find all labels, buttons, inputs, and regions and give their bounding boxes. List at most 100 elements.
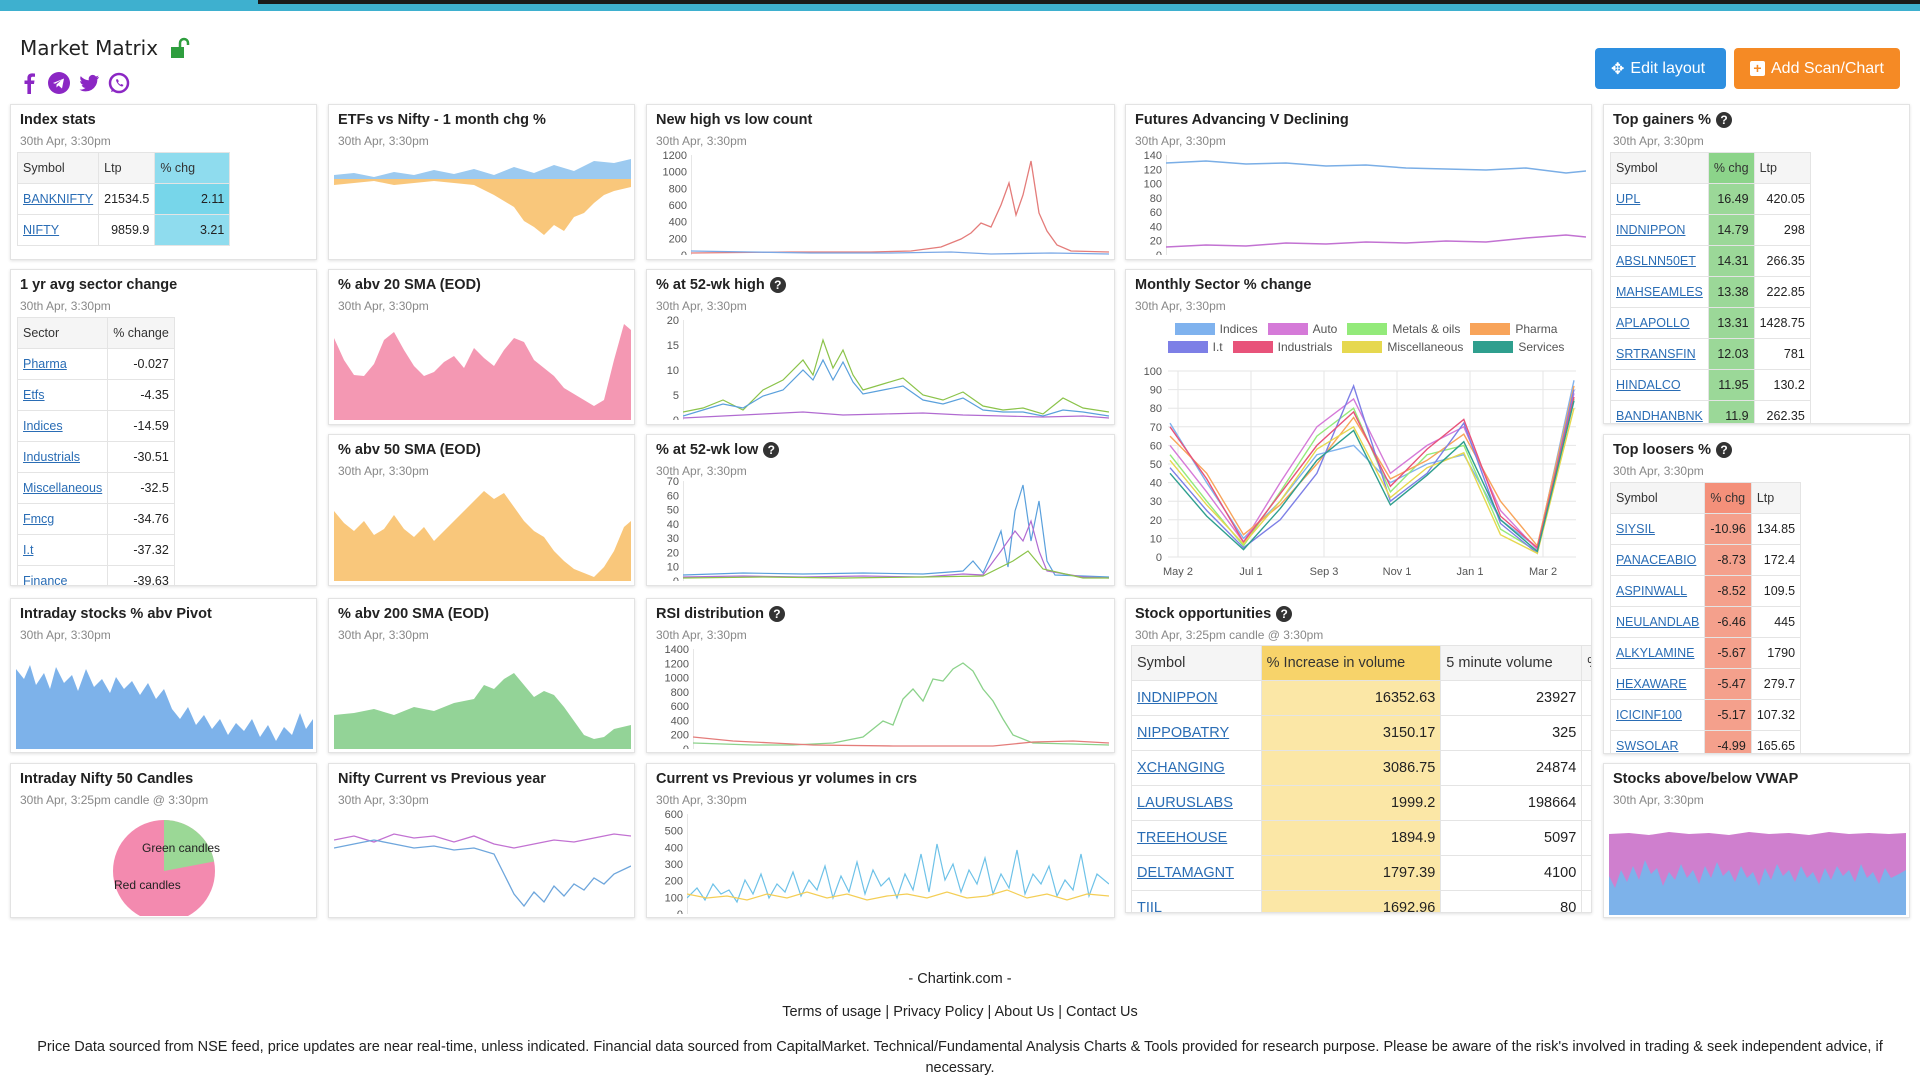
- panel-title: % at 52-wk high?: [656, 277, 786, 293]
- panel-52wk-high: % at 52-wk high? 30th Apr, 3:30pm 20 15 10…: [646, 269, 1115, 425]
- help-icon[interactable]: ?: [1716, 112, 1733, 128]
- symbol-link[interactable]: MAHSEAMLES: [1616, 285, 1703, 299]
- y-axis: 600 500 400 300 200 100 0: [665, 810, 683, 914]
- table-row: Fmcg -34.76: [16, 503, 175, 535]
- whatsapp-icon[interactable]: [108, 72, 130, 94]
- symbol-link[interactable]: UPL: [1616, 192, 1641, 206]
- help-icon[interactable]: ?: [768, 606, 785, 622]
- table-row: INDNIPPON 14.79 298: [1610, 214, 1811, 246]
- twitter-icon[interactable]: [78, 72, 100, 94]
- index-stats-table: Symbol Ltp% chg BANKNIFTY 21534.5 2.11 NIFT…: [16, 152, 231, 246]
- edit-layout-button[interactable]: ✥ Edit layout: [1595, 48, 1726, 89]
- symbol-link[interactable]: ASPINWALL: [1616, 584, 1688, 598]
- y-tick-label: 30: [1150, 496, 1162, 508]
- help-icon[interactable]: ?: [769, 277, 786, 293]
- symbol-link[interactable]: I.t: [23, 543, 34, 557]
- legend-item[interactable]: Industrials: [1232, 340, 1332, 354]
- series-line: [1169, 400, 1575, 553]
- help-icon[interactable]: ?: [1716, 442, 1733, 458]
- legend-item[interactable]: Auto: [1267, 322, 1337, 336]
- unlock-icon[interactable]: [168, 37, 190, 59]
- legend-item[interactable]: Pharma: [1470, 322, 1557, 336]
- sma20-area-chart: [334, 324, 631, 420]
- symbol-link[interactable]: Fmcg: [23, 512, 55, 526]
- symbol-link[interactable]: Indices: [23, 419, 63, 433]
- panel-top-losers: Top loosers %? 30th Apr, 3:30pm Symbol% …: [1603, 434, 1910, 754]
- y-tick-label: 0: [1156, 250, 1162, 255]
- privacy-link[interactable]: Privacy Policy: [893, 1004, 984, 1020]
- legend-item[interactable]: Indices: [1174, 322, 1258, 336]
- symbol-link[interactable]: TIIL: [1137, 900, 1162, 913]
- symbol-link[interactable]: APLAPOLLO: [1616, 316, 1690, 330]
- panel-index-stats: Index stats 30th Apr, 3:30pm Symbol Ltp% …: [10, 104, 317, 260]
- table-row: SIYSIL -10.96 134.85: [1609, 513, 1802, 545]
- terms-link[interactable]: Terms of usage: [782, 1004, 882, 1020]
- add-scan-chart-button[interactable]: + Add Scan/Chart: [1734, 48, 1900, 89]
- panel-sma20: % abv 20 SMA (EOD) 30th Apr, 3:30pm: [328, 269, 635, 425]
- y-tick-label: 0: [1156, 552, 1162, 564]
- legend-item[interactable]: Services: [1473, 340, 1564, 354]
- symbol-link[interactable]: INDNIPPON: [1616, 223, 1686, 237]
- symbol-link[interactable]: ABSLNN50ET: [1616, 254, 1696, 268]
- x-tick-label: Jan 1: [1457, 566, 1484, 578]
- help-icon[interactable]: ?: [1276, 606, 1293, 622]
- symbol-link[interactable]: NIFTY: [23, 223, 60, 237]
- symbol-link[interactable]: Finance: [23, 574, 68, 586]
- symbol-link[interactable]: BANDHANBNK: [1616, 409, 1703, 423]
- help-icon[interactable]: ?: [763, 442, 780, 458]
- symbol-link[interactable]: XCHANGING: [1137, 760, 1225, 776]
- y-tick-label: 800: [671, 687, 689, 699]
- symbol-link[interactable]: Pharma: [23, 357, 67, 371]
- symbol-link[interactable]: Miscellaneous: [23, 481, 103, 495]
- symbol-link[interactable]: TREEHOUSE: [1137, 830, 1228, 846]
- symbol-link[interactable]: Industrials: [23, 450, 80, 464]
- symbol-link[interactable]: ALKYLAMINE: [1616, 646, 1695, 660]
- panel-nifty-candles: Intraday Nifty 50 Candles 30th Apr, 3:25…: [10, 763, 317, 918]
- symbol-link[interactable]: DELTAMAGNT: [1137, 865, 1234, 881]
- table-row: NIFTY 9859.9 3.21: [16, 214, 231, 246]
- symbol-link[interactable]: SWSOLAR: [1616, 739, 1679, 753]
- y-tick-label: 400: [671, 715, 689, 727]
- telegram-icon[interactable]: [48, 72, 70, 94]
- symbol-link[interactable]: NIPPOBATRY: [1137, 725, 1230, 741]
- contact-link[interactable]: Contact Us: [1066, 1004, 1138, 1020]
- y-tick-label: 1000: [665, 673, 689, 685]
- legend-item[interactable]: Miscellaneous: [1342, 340, 1463, 354]
- symbol-link[interactable]: ICICINF100: [1616, 708, 1682, 722]
- symbol-link[interactable]: BANKNIFTY: [23, 192, 94, 206]
- panel-etfs-vs-nifty: ETFs vs Nifty - 1 month chg % 30th Apr, …: [328, 104, 635, 260]
- series-line: [1169, 385, 1575, 548]
- facebook-icon[interactable]: [18, 72, 40, 94]
- symbol-link[interactable]: Etfs: [23, 388, 45, 402]
- panel-title: % abv 50 SMA (EOD): [338, 442, 481, 458]
- panel-monthly-sector: Monthly Sector % change 30th Apr, 3:30pm…: [1125, 269, 1592, 586]
- table-row: NEULANDLAB -6.46 445: [1609, 606, 1802, 638]
- x-tick-label: Nov 1: [1383, 566, 1412, 578]
- symbol-link[interactable]: INDNIPPON: [1137, 690, 1218, 706]
- footer-links: Terms of usage | Privacy Policy | About …: [782, 1004, 1138, 1020]
- panel-new-high-low: New high vs low count 30th Apr, 3:30pm 1…: [646, 104, 1115, 260]
- table-row: TREEHOUSE 1894.9 5097: [1131, 820, 1591, 856]
- symbol-link[interactable]: SIYSIL: [1616, 522, 1655, 536]
- y-tick-label: 60: [1150, 207, 1162, 219]
- panel-stock-opportunities: Stock opportunities? 30th Apr, 3:25pm ca…: [1125, 598, 1592, 913]
- legend-item[interactable]: Metals & oils: [1347, 322, 1460, 336]
- symbol-link[interactable]: LAURUSLABS: [1137, 795, 1233, 811]
- legend-item[interactable]: I.t: [1167, 340, 1223, 354]
- y-tick-label: 1400: [665, 645, 689, 656]
- panel-title: RSI distribution?: [656, 606, 785, 622]
- symbol-link[interactable]: PANACEABIO: [1616, 553, 1697, 567]
- panel-title: Top loosers %?: [1613, 442, 1733, 458]
- rsi-chart: [693, 649, 1109, 749]
- y-tick-label: 0: [683, 744, 689, 749]
- panel-title: Monthly Sector % change: [1135, 277, 1312, 293]
- symbol-link[interactable]: HINDALCO: [1616, 378, 1681, 392]
- y-tick-label: 50: [667, 505, 679, 517]
- symbol-link[interactable]: SRTRANSFIN: [1616, 347, 1696, 361]
- x-tick-label: Jul 1: [1239, 566, 1262, 578]
- about-link[interactable]: About Us: [994, 1004, 1055, 1020]
- table-row: Etfs -4.35: [16, 379, 175, 411]
- symbol-link[interactable]: HEXAWARE: [1616, 677, 1687, 691]
- symbol-link[interactable]: NEULANDLAB: [1616, 615, 1700, 629]
- panel-title: Stocks above/below VWAP: [1613, 771, 1799, 787]
